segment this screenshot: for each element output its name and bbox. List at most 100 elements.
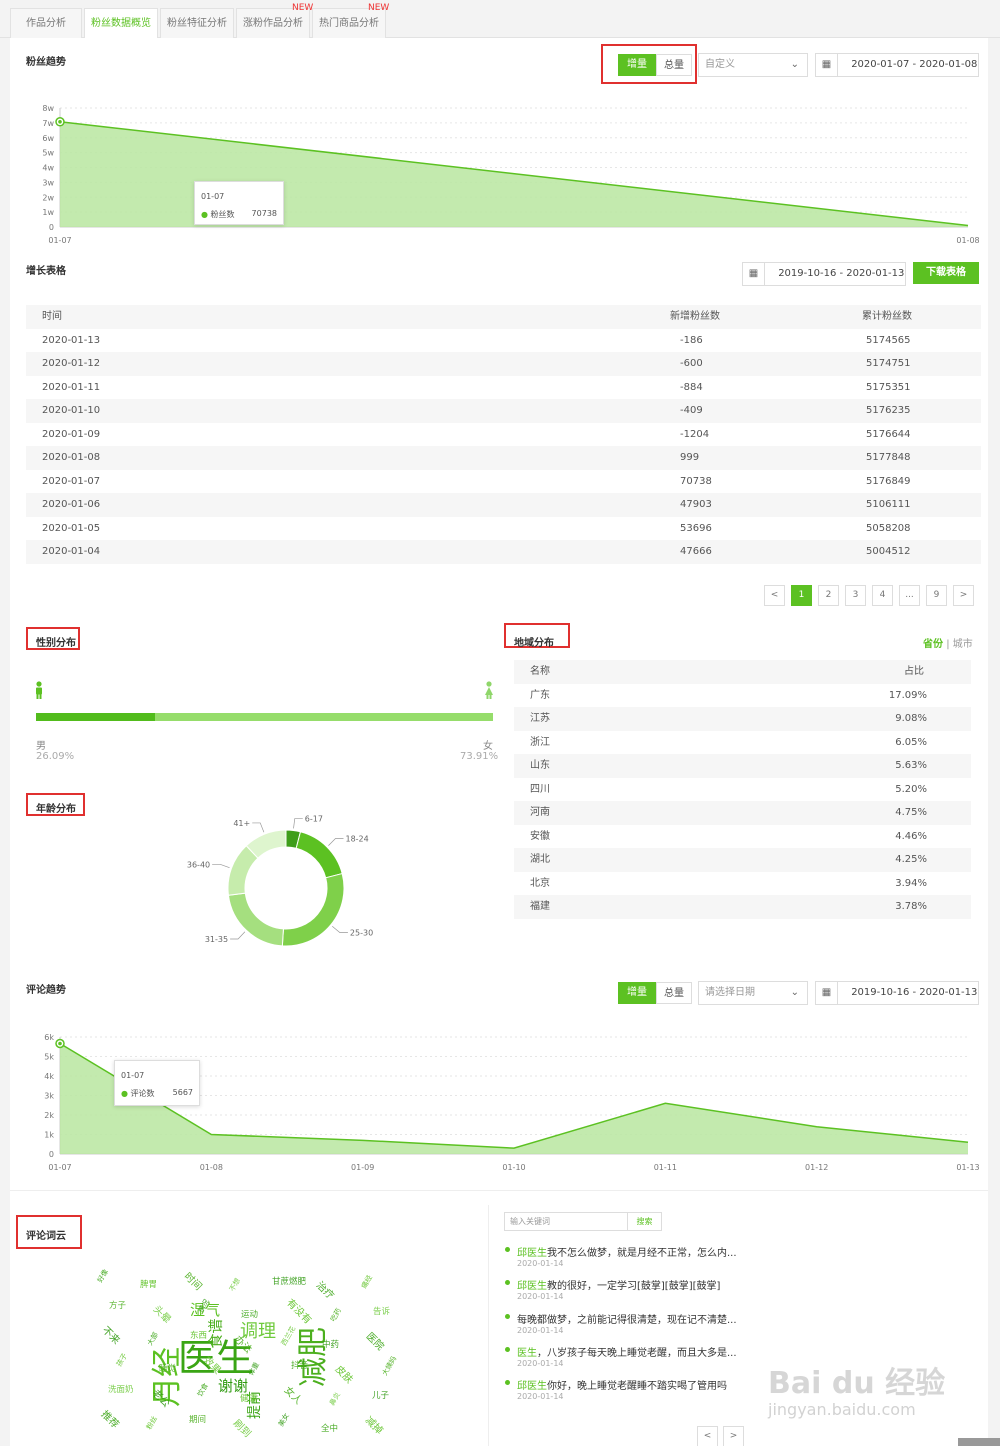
comment-item[interactable]: 医生，八岁孩子每天晚上睡觉老醒，而且大多是... bbox=[517, 1344, 737, 1359]
comment-item[interactable]: 邱医生你好，晚上睡觉老醒睡不踏实喝了管用吗 bbox=[517, 1377, 727, 1392]
search-button[interactable]: 搜索 bbox=[628, 1212, 662, 1231]
region-name: 福建 bbox=[530, 901, 550, 912]
comment-item[interactable]: 邱医生我不怎么做梦，就是月经不正常，怎么内... bbox=[517, 1244, 737, 1259]
cell-new-fans: -186 bbox=[680, 334, 703, 346]
range-select[interactable]: 自定义 ⌄ bbox=[698, 53, 808, 77]
keyword-search-input[interactable]: 输入关键词 bbox=[504, 1212, 628, 1231]
y-tick-label: 0 bbox=[49, 223, 54, 232]
tab-works-analysis[interactable]: 作品分析 bbox=[10, 8, 82, 38]
highlight-box bbox=[26, 627, 80, 650]
pie-slice[interactable] bbox=[281, 872, 345, 947]
comment-date: 2020-01-14 bbox=[517, 1392, 564, 1402]
gender-title: 性别分布 bbox=[36, 638, 76, 649]
cloud-word: 睡觉 bbox=[159, 1364, 177, 1374]
chart-tooltip: 01-07 ● 评论数 5667 bbox=[114, 1060, 200, 1106]
male-label: 男 bbox=[36, 741, 46, 752]
y-tick-label: 7w bbox=[42, 119, 54, 128]
y-tick-label: 1k bbox=[44, 1131, 54, 1140]
growth-table-title: 增长表格 bbox=[26, 266, 66, 277]
region-name: 河南 bbox=[530, 807, 550, 818]
male-percent: 26.09% bbox=[36, 751, 75, 762]
city-toggle[interactable]: 城市 bbox=[952, 639, 973, 650]
fans-trend-chart: 0 1w 2w 3w 4w 5w 6w 7w 8w 01-07 01-08 bbox=[42, 104, 979, 245]
comments-prev-button[interactable]: < bbox=[697, 1426, 718, 1446]
cloud-word: 甘蔗燃肥 bbox=[272, 1277, 307, 1287]
header-time: 时间 bbox=[42, 311, 62, 322]
comment-text: ，八岁孩子每天晚上睡觉老醒，而且大多是... bbox=[537, 1347, 737, 1359]
tab-grow-works[interactable]: 涨粉作品分析 bbox=[236, 8, 310, 38]
comment-keyword: 邱医生 bbox=[517, 1381, 547, 1393]
cloud-word: 不想 bbox=[228, 1276, 242, 1294]
page-button[interactable]: 2 bbox=[818, 585, 839, 606]
comment-date-range-picker[interactable]: ▦ 2019-10-16 - 2020-01-13 bbox=[815, 981, 979, 1005]
increment-toggle[interactable]: 增量 bbox=[618, 54, 656, 76]
tab-fans-features[interactable]: 粉丝特征分析 bbox=[160, 8, 234, 38]
page-button[interactable]: 3 bbox=[845, 585, 866, 606]
cloud-word: 大姨妈 bbox=[380, 1354, 399, 1378]
cloud-word: 儿子 bbox=[372, 1391, 390, 1401]
comment-date-select[interactable]: 请选择日期 ⌄ bbox=[698, 981, 808, 1005]
cell-date: 2020-01-08 bbox=[42, 452, 101, 463]
region-header-ratio: 占比 bbox=[904, 666, 924, 677]
cell-date: 2020-01-13 bbox=[42, 334, 101, 346]
table-date-picker[interactable]: ▦ 2019-10-16 - 2020-01-13 bbox=[742, 262, 906, 286]
label-leader bbox=[252, 822, 265, 833]
cloud-word: 饮食 bbox=[196, 1381, 210, 1399]
table-row: 2020-01-04 47666 5004512 bbox=[26, 540, 981, 564]
slice-label: 41+ bbox=[233, 819, 250, 828]
comment-text: 我不怎么做梦，就是月经不正常，怎么内... bbox=[547, 1248, 737, 1259]
comment-date: 2020-01-14 bbox=[517, 1358, 564, 1368]
bullet-icon bbox=[505, 1280, 510, 1286]
date-range-picker[interactable]: ▦ 2020-01-07 - 2020-01-08 bbox=[815, 53, 979, 77]
province-toggle[interactable]: 省份 bbox=[923, 639, 943, 650]
cloud-word: 头晕 bbox=[150, 1303, 173, 1326]
page-button[interactable]: ... bbox=[899, 585, 920, 606]
age-title: 年龄分布 bbox=[36, 804, 76, 815]
cloud-word: 不来 bbox=[99, 1324, 122, 1347]
cloud-word: 医生 bbox=[178, 1336, 255, 1380]
region-ratio: 9.08% bbox=[895, 713, 927, 724]
tab-hot-goods[interactable]: 热门商品分析 bbox=[312, 8, 386, 38]
tooltip-value: 70738 bbox=[251, 209, 277, 218]
comment-total-toggle[interactable]: 总量 bbox=[656, 982, 692, 1004]
tab-fans-overview[interactable]: 粉丝数据概览 bbox=[84, 8, 158, 39]
y-tick-label: 1w bbox=[42, 208, 54, 217]
comment-increment-toggle[interactable]: 增量 bbox=[618, 982, 656, 1004]
comment-keyword: 邱医生 bbox=[517, 1281, 547, 1293]
cloud-word: 大部 bbox=[146, 1330, 160, 1348]
y-tick-label: 4k bbox=[44, 1072, 54, 1081]
comment-item[interactable]: 邱医生教的很好，一定学习[鼓掌][鼓掌][鼓掌] bbox=[517, 1277, 720, 1292]
cell-date: 2020-01-07 bbox=[42, 475, 101, 487]
prev-page-button[interactable]: < bbox=[764, 585, 785, 606]
cloud-word: 粉丝 bbox=[145, 1414, 159, 1432]
x-tick-label: 01-08 bbox=[956, 236, 979, 245]
cloud-word: 食谱 bbox=[206, 1318, 225, 1349]
wordcloud-title: 评论词云 bbox=[26, 1231, 66, 1242]
cell-new-fans: 70738 bbox=[680, 475, 712, 487]
comment-item[interactable]: 每晚都做梦，之前能记得很清楚，现在记不清楚... bbox=[517, 1311, 737, 1326]
region-row: 河南 4.75% bbox=[514, 801, 971, 825]
cloud-word: 东西 bbox=[190, 1331, 208, 1341]
highlight-box bbox=[26, 793, 85, 816]
label-leader bbox=[293, 818, 303, 829]
y-tick-label: 6k bbox=[44, 1033, 54, 1042]
pie-slice[interactable] bbox=[227, 892, 284, 947]
page-button[interactable]: 4 bbox=[872, 585, 893, 606]
y-tick-label: 8w bbox=[42, 104, 54, 113]
page-button[interactable]: 9 bbox=[926, 585, 947, 606]
comments-next-button[interactable]: > bbox=[723, 1426, 744, 1446]
series-line bbox=[59, 1042, 969, 1149]
pie-slice[interactable] bbox=[245, 829, 287, 859]
comment-date: 2020-01-14 bbox=[517, 1325, 564, 1335]
total-toggle[interactable]: 总量 bbox=[656, 54, 692, 76]
tooltip-value: 5667 bbox=[172, 1088, 193, 1097]
cell-new-fans: 47666 bbox=[680, 546, 712, 557]
slice-label: 25-30 bbox=[350, 929, 373, 938]
next-page-button[interactable]: > bbox=[953, 585, 974, 606]
page-button[interactable]: 1 bbox=[791, 585, 812, 606]
cloud-word: 吃药 bbox=[329, 1306, 343, 1324]
region-row: 湖北 4.25% bbox=[514, 848, 971, 872]
scroll-handle[interactable] bbox=[958, 1438, 1000, 1446]
download-table-button[interactable]: 下载表格 bbox=[913, 262, 979, 284]
comment-text: 你好，晚上睡觉老醒睡不踏实喝了管用吗 bbox=[547, 1381, 727, 1393]
